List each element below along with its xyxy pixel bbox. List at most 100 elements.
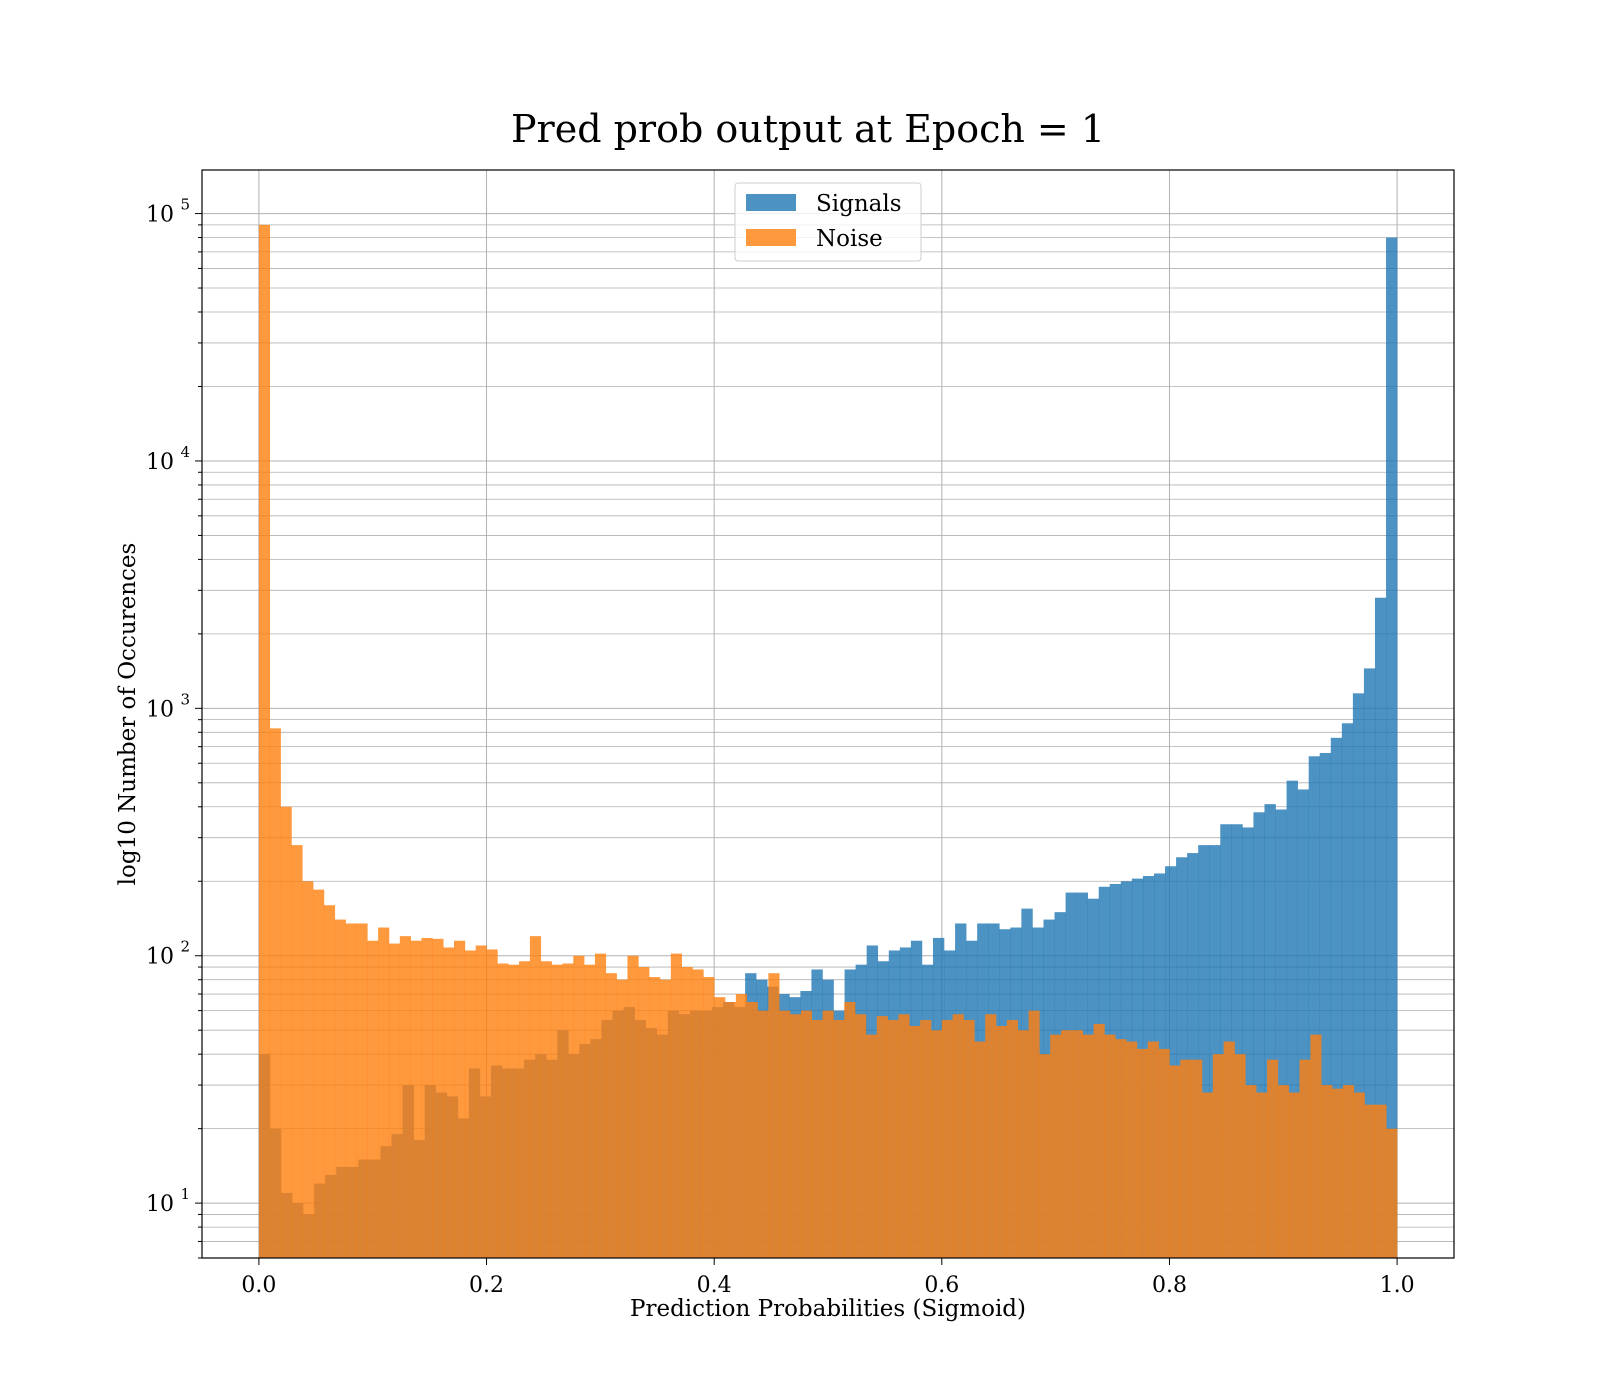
- histogram-bar: [269, 728, 281, 1258]
- histogram-bar: [519, 961, 531, 1258]
- histogram-bar: [659, 979, 672, 1258]
- histogram-bar: [920, 1019, 932, 1258]
- y-tick-label-exponent: 3: [180, 690, 190, 708]
- histogram-bar: [1308, 756, 1321, 1258]
- histogram-bar: [1288, 1092, 1300, 1258]
- histogram-bar: [1264, 804, 1276, 1258]
- legend-label-signals: Signals: [816, 191, 902, 217]
- x-tick-label: 0.6: [924, 1273, 959, 1298]
- y-tick-label-exponent: 1: [180, 1185, 190, 1203]
- histogram-bar: [898, 1014, 910, 1258]
- legend-swatch-noise: [746, 229, 796, 246]
- histogram-bar: [757, 1010, 769, 1258]
- histogram-bar: [941, 1019, 953, 1258]
- histogram-bar: [1341, 723, 1354, 1258]
- histogram-bar: [475, 945, 487, 1258]
- histogram-bar: [649, 977, 661, 1258]
- series-noise-bars: [258, 224, 1398, 1259]
- histogram-bar: [378, 927, 390, 1258]
- histogram-bar: [1245, 1085, 1257, 1258]
- histogram-bar: [1201, 1092, 1214, 1258]
- histogram-bar: [323, 905, 336, 1258]
- y-tick-label-exponent: 2: [180, 938, 190, 956]
- histogram-bar: [638, 967, 650, 1258]
- histogram-bar: [1332, 1088, 1344, 1258]
- histogram-bar: [692, 969, 704, 1258]
- histogram-bar: [529, 936, 542, 1258]
- histogram-bar: [410, 940, 422, 1258]
- histogram-bar: [822, 1010, 834, 1258]
- histogram-bar: [1363, 668, 1376, 1258]
- histogram-bar: [1104, 1034, 1116, 1258]
- x-tick-label: 0.0: [241, 1273, 276, 1298]
- histogram-bar: [714, 997, 726, 1258]
- histogram-bar: [627, 955, 639, 1258]
- histogram-bar: [551, 964, 563, 1258]
- histogram-bar: [1299, 1059, 1311, 1258]
- histogram-bar: [356, 923, 368, 1258]
- legend-label-noise: Noise: [816, 226, 883, 252]
- histogram-bar: [302, 881, 314, 1258]
- histogram-bar: [1321, 1085, 1333, 1258]
- histogram-bar: [1330, 737, 1343, 1258]
- histogram-bar: [443, 947, 455, 1258]
- histogram-bar: [421, 937, 433, 1258]
- histogram-bar: [844, 1002, 856, 1258]
- histogram-bar: [388, 943, 401, 1258]
- histogram-bar: [1310, 1034, 1322, 1258]
- histogram-bar: [280, 806, 292, 1258]
- histogram-bar: [725, 1002, 737, 1258]
- histogram-bar: [1342, 1085, 1355, 1258]
- x-tick-label: 0.2: [469, 1273, 504, 1298]
- x-tick-label: 1.0: [1380, 1273, 1415, 1298]
- histogram-bar: [1028, 1010, 1040, 1258]
- y-tick-label-exponent: 4: [180, 443, 190, 461]
- histogram-bar: [464, 950, 477, 1258]
- histogram-bar: [1198, 845, 1210, 1258]
- histogram-bar: [1147, 1041, 1159, 1258]
- axis-ticks: 0.0 0.2 0.4 0.6 0.8 1.0 10 1 10 2 10 3 10 4 10 5: [146, 196, 1415, 1298]
- histogram-bar: [1223, 1041, 1235, 1258]
- histogram-bar: [768, 973, 780, 1258]
- histogram-bar: [584, 964, 596, 1258]
- histogram-bar: [1364, 1104, 1376, 1258]
- x-axis-label: Prediction Probabilities (Sigmoid): [630, 1296, 1026, 1322]
- histogram-bar: [779, 1010, 791, 1258]
- histogram-bar: [399, 936, 411, 1258]
- x-tick-label: 0.8: [1152, 1273, 1187, 1298]
- histogram-bar: [996, 1025, 1008, 1258]
- histogram-bar: [985, 1014, 997, 1258]
- plot-frame: [201, 169, 1455, 1259]
- histogram-bar: [1039, 1054, 1051, 1258]
- histogram-bar: [1191, 1059, 1203, 1258]
- histogram-bar: [1353, 1092, 1365, 1258]
- histogram-bar: [345, 923, 357, 1258]
- histogram-bar: [1115, 1039, 1127, 1258]
- histogram-bar: [291, 845, 303, 1258]
- histogram-bar: [1212, 1054, 1224, 1258]
- histogram-bar: [1375, 1104, 1387, 1258]
- histogram-bar: [616, 979, 628, 1258]
- y-tick-label: 10: [146, 1192, 174, 1217]
- histogram-bar: [790, 1014, 802, 1258]
- histogram-bar: [811, 1019, 823, 1258]
- histogram-bar: [887, 1019, 899, 1258]
- histogram-bars: [258, 224, 1398, 1259]
- chart-title: Pred prob output at Epoch = 1: [511, 107, 1105, 151]
- histogram-bar: [1234, 1054, 1246, 1258]
- histogram-bar: [1374, 597, 1387, 1258]
- x-tick-label: 0.4: [697, 1273, 732, 1298]
- histogram-bar: [681, 967, 693, 1258]
- histogram-bar: [1006, 1019, 1018, 1258]
- histogram-bar: [1082, 1034, 1094, 1258]
- histogram-bar: [963, 1019, 975, 1258]
- histogram-bar: [1136, 1048, 1149, 1258]
- histogram-bar: [594, 953, 607, 1258]
- y-tick-label: 10: [146, 450, 174, 475]
- histogram-bar: [1187, 853, 1199, 1258]
- histogram-bar: [313, 889, 325, 1258]
- histogram-bar: [746, 1002, 758, 1258]
- y-axis-label: log10 Number of Occurences: [115, 543, 141, 886]
- y-tick-label: 10: [146, 697, 174, 722]
- histogram-bar: [1165, 866, 1177, 1258]
